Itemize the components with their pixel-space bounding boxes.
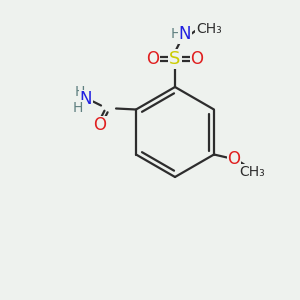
Text: S: S bbox=[169, 50, 181, 68]
Text: N: N bbox=[80, 91, 92, 109]
Text: H: H bbox=[171, 27, 181, 41]
Text: CH₃: CH₃ bbox=[196, 22, 222, 36]
Text: O: O bbox=[227, 151, 241, 169]
Text: CH₃: CH₃ bbox=[239, 164, 265, 178]
Text: O: O bbox=[146, 50, 160, 68]
Text: H: H bbox=[75, 85, 85, 98]
Text: O: O bbox=[94, 116, 106, 134]
Text: O: O bbox=[190, 50, 203, 68]
Text: N: N bbox=[179, 25, 191, 43]
Text: H: H bbox=[73, 100, 83, 115]
